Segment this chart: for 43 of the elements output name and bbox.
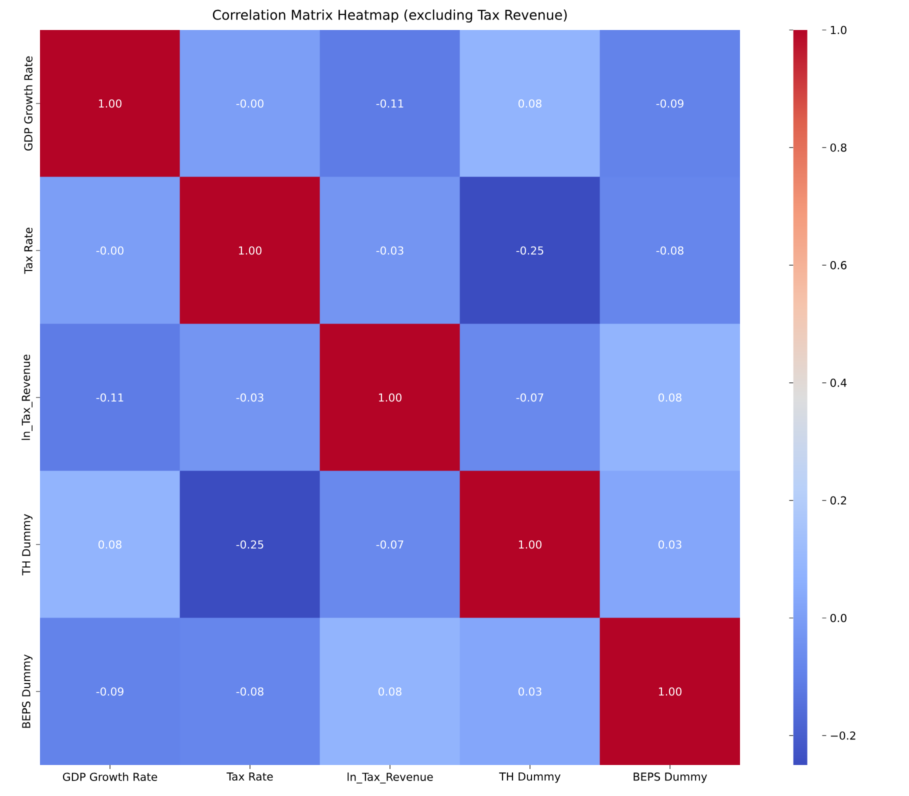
- data-label: -0.07: [376, 540, 404, 549]
- color-bar-label: 0.0: [830, 614, 846, 622]
- data-label: -0.00: [96, 246, 124, 255]
- y-tick-label: TH Dummy: [22, 514, 32, 576]
- y-tick-label: GDP Growth Rate: [24, 56, 32, 151]
- chart-title: Correlation Matrix Heatmap (excluding Tax Revenue): [212, 9, 567, 23]
- y-tick-label: Tax Rate: [24, 228, 32, 274]
- data-label: 0.08: [378, 687, 402, 696]
- x-tick-label: Tax Rate: [226, 772, 273, 781]
- color-bar-label: 0.4: [830, 378, 847, 387]
- data-label: -0.08: [656, 246, 684, 255]
- data-label: 1.00: [519, 540, 542, 549]
- data-label: -0.00: [236, 99, 264, 108]
- color-bar-label: 0.2: [830, 496, 846, 505]
- data-label: -0.03: [236, 393, 264, 402]
- color-bar-label: 0.6: [830, 261, 846, 270]
- data-label: -0.25: [516, 246, 544, 255]
- y-tick-label: BEPS Dummy: [22, 654, 32, 728]
- data-label: 1.00: [99, 99, 122, 108]
- data-label: 0.03: [658, 540, 682, 549]
- y-tick-label: ln_Tax_Revenue: [22, 354, 32, 440]
- data-label: 0.08: [658, 393, 682, 402]
- data-label: -0.09: [656, 99, 684, 108]
- data-label: 0.03: [518, 687, 542, 696]
- data-label: -0.07: [516, 393, 544, 402]
- data-label: -0.03: [376, 246, 404, 255]
- color-bar-label: 0.8: [830, 143, 846, 152]
- color-bar-label: 1.0: [830, 26, 846, 34]
- data-label: 1.00: [379, 393, 402, 402]
- x-tick-label: TH Dummy: [499, 772, 560, 783]
- data-label: 1.00: [659, 687, 682, 696]
- x-tick-label: GDP Growth Rate: [62, 772, 158, 782]
- x-tick-label: BEPS Dummy: [634, 772, 708, 783]
- data-label: 0.08: [518, 99, 542, 108]
- color-bar-label: −0.2: [830, 731, 856, 740]
- data-label: -0.08: [236, 687, 264, 696]
- data-label: 0.08: [98, 540, 122, 549]
- data-label: -0.11: [376, 99, 404, 108]
- data-label: 1.00: [239, 246, 262, 255]
- data-label: -0.11: [96, 393, 124, 402]
- x-tick-label: ln_Tax_Revenue: [348, 772, 433, 784]
- data-label: -0.09: [96, 687, 124, 696]
- data-label: -0.25: [236, 540, 264, 549]
